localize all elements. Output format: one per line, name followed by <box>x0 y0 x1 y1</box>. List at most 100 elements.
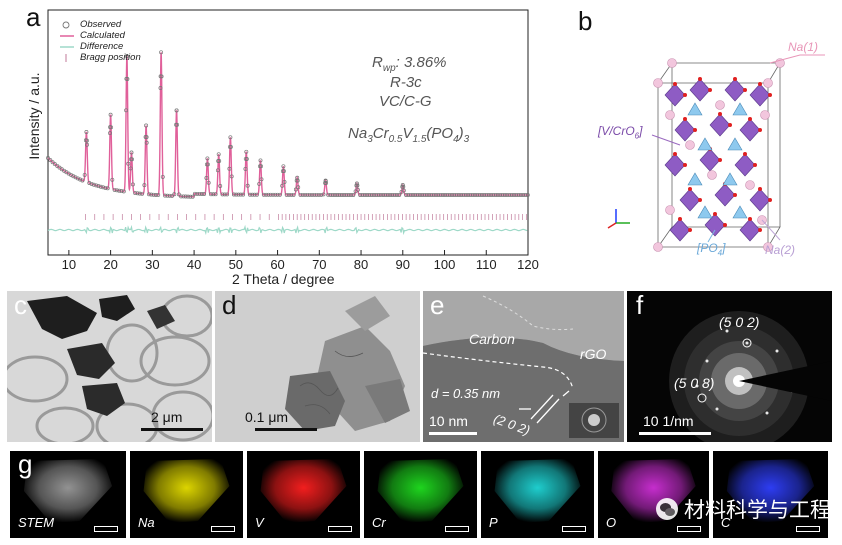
oxygen-atom <box>698 198 702 202</box>
observed-point <box>188 194 193 199</box>
observed-point <box>385 193 390 197</box>
observed-point <box>204 176 209 180</box>
observed-point <box>130 157 134 162</box>
observed-point <box>401 188 406 193</box>
observed-point <box>245 183 250 188</box>
po4-tetrahedron <box>732 205 748 219</box>
x-tick-label: 60 <box>270 257 285 272</box>
na-atom <box>707 170 717 180</box>
eds-map-c: C <box>713 451 828 538</box>
observed-point <box>495 193 500 197</box>
observed-point <box>126 161 131 166</box>
eds-scale-bar <box>445 526 469 532</box>
vcro6-octahedron <box>699 148 721 172</box>
observed-point <box>114 188 119 193</box>
observed-point <box>222 192 227 197</box>
observed-point <box>80 178 85 183</box>
panel-label-g: g <box>18 449 33 479</box>
crystal-structure <box>607 54 825 252</box>
eds-scale-bar <box>796 526 820 532</box>
observed-point <box>351 193 356 197</box>
observed-point <box>192 191 197 196</box>
observed-point <box>500 193 505 197</box>
na-atom <box>667 58 677 68</box>
watermark-text: 材料科学与工程 <box>684 498 831 522</box>
vcro6-octahedron <box>724 78 746 102</box>
observed-point <box>498 193 503 197</box>
observed-point <box>244 149 249 154</box>
eds-label: Na <box>138 515 155 530</box>
observed-point <box>376 193 381 197</box>
x-tick-label: 80 <box>353 257 369 272</box>
observed-point <box>328 193 333 197</box>
observed-point <box>422 193 427 197</box>
observed-point <box>303 192 308 197</box>
oxygen-atom <box>693 128 697 132</box>
oxygen-atom <box>758 228 762 232</box>
panel-f-saed-image: (5 0 2) (5 0 8) 10 1/nm <box>627 291 832 442</box>
observed-point <box>129 150 134 155</box>
vcro6-octahedron <box>689 78 711 102</box>
legend-observed-marker <box>62 21 70 29</box>
observed-point <box>360 193 365 197</box>
na2-leader <box>761 219 781 241</box>
na-atom <box>760 110 770 120</box>
eds-scale-bar <box>94 526 118 532</box>
na2-label: Na(2) <box>765 243 796 257</box>
observed-point <box>228 135 233 140</box>
scale-bar-d <box>255 428 317 431</box>
observed-point <box>271 192 275 197</box>
na-atom <box>715 100 725 110</box>
axis-gizmo <box>607 209 630 229</box>
eds-map-stem: STEM <box>10 451 126 538</box>
eds-label: STEM <box>18 515 55 530</box>
observed-point <box>305 192 310 197</box>
observed-point <box>358 193 363 197</box>
observed-point <box>427 193 432 197</box>
na-atom <box>763 78 773 88</box>
observed-point <box>452 193 457 197</box>
oxygen-atom <box>673 82 677 86</box>
d-spacing-label: d = 0.35 nm <box>431 386 501 401</box>
po4-tetrahedron <box>727 137 743 151</box>
x-tick-label: 20 <box>103 257 118 272</box>
observed-point <box>424 193 429 197</box>
oxygen-atom <box>718 112 722 116</box>
observed-point <box>259 177 264 182</box>
observed-point <box>124 54 129 59</box>
observed-point <box>213 192 218 197</box>
observed-point <box>197 191 202 196</box>
observed-point <box>144 140 149 145</box>
scale-bar-c <box>141 428 203 431</box>
observed-point <box>215 168 220 173</box>
observed-point <box>310 192 314 197</box>
oxygen-atom <box>698 77 702 81</box>
observed-point <box>227 166 232 171</box>
observed-point <box>205 162 210 167</box>
oxygen-atom <box>708 88 712 92</box>
observed-point <box>259 164 263 169</box>
observed-point <box>404 193 409 197</box>
watermark: 材料科学与工程 <box>656 494 831 524</box>
observed-point <box>324 181 329 185</box>
observed-point <box>349 193 353 197</box>
observed-point <box>163 193 168 198</box>
series-difference <box>47 224 528 236</box>
observed-point <box>521 193 526 197</box>
scale-text-f: 10 1/nm <box>643 413 694 429</box>
observed-point <box>94 183 99 188</box>
observed-point <box>323 178 328 183</box>
eds-map-na: Na <box>130 451 243 538</box>
po4-tetrahedron <box>697 205 713 219</box>
vcro-leader <box>651 134 681 146</box>
observed-point <box>179 194 184 199</box>
oxygen-atom <box>758 128 762 132</box>
eds-scale-bar <box>328 526 352 532</box>
observed-point <box>454 193 459 197</box>
observed-point <box>397 193 402 197</box>
observed-point <box>489 193 494 197</box>
observed-point <box>264 192 269 197</box>
observed-point <box>174 108 179 113</box>
observed-point <box>443 193 448 197</box>
observed-point <box>165 193 170 198</box>
